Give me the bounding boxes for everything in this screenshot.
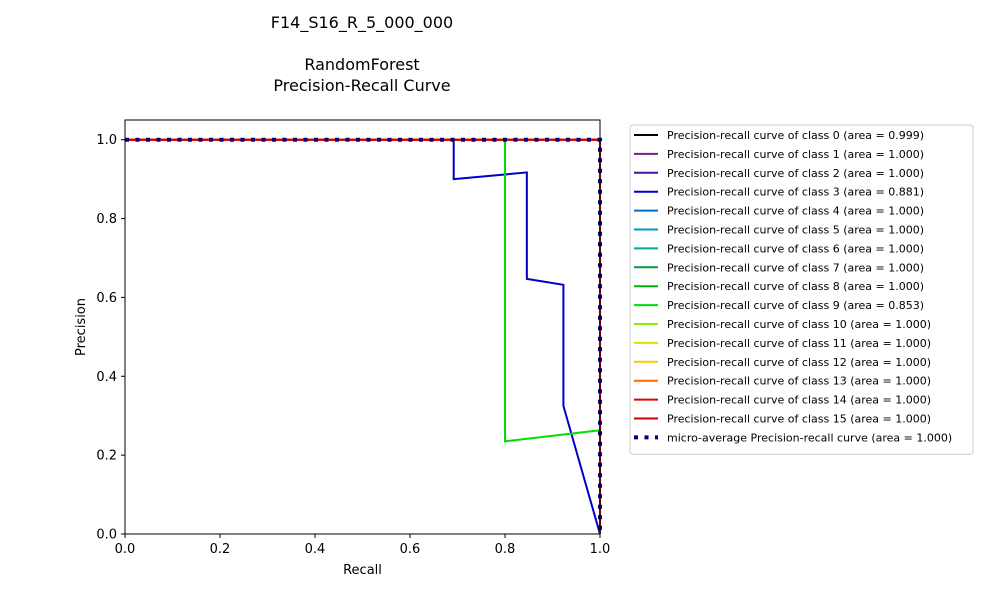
x-tick-label: 0.4 [305,542,326,557]
x-axis-label: Recall [343,563,382,578]
legend-label: Precision-recall curve of class 3 (area … [667,186,924,199]
legend-label: Precision-recall curve of class 14 (area… [667,394,931,407]
x-tick-label: 0.8 [495,542,516,557]
legend-box [629,124,974,455]
legend-label: Precision-recall curve of class 10 (area… [667,318,931,331]
title-line: F14_S16_R_5_000_000 [271,13,453,33]
legend-label: Precision-recall curve of class 11 (area… [667,337,931,350]
y-tick-label: 0.6 [96,291,117,306]
legend: Precision-recall curve of class 0 (area … [629,124,974,455]
y-axis-label: Precision [74,298,89,356]
axes-frame [124,119,601,535]
y-tick-label: 1.0 [96,133,117,148]
y-tick-label: 0.0 [96,528,117,543]
legend-label: Precision-recall curve of class 13 (area… [667,375,931,388]
legend-label: Precision-recall curve of class 0 (area … [667,129,924,142]
legend-label: Precision-recall curve of class 1 (area … [667,148,924,161]
legend-label: Precision-recall curve of class 7 (area … [667,261,924,274]
title-line: Precision-Recall Curve [273,76,450,95]
x-tick-label: 0.0 [115,542,136,557]
legend-label: Precision-recall curve of class 5 (area … [667,224,924,237]
y-tick-label: 0.2 [96,449,117,464]
title-line: RandomForest [304,55,419,74]
series-line-3 [125,138,601,535]
legend-label: micro-average Precision-recall curve (ar… [667,431,952,444]
legend-label: Precision-recall curve of class 12 (area… [667,356,931,369]
x-tick-label: 1.0 [590,542,611,557]
legend-label: Precision-recall curve of class 15 (area… [667,413,931,426]
x-tick-label: 0.6 [400,542,421,557]
y-tick-label: 0.8 [96,212,117,227]
y-tick-label: 0.4 [96,370,117,385]
legend-label: Precision-recall curve of class 9 (area … [667,299,924,312]
legend-label: Precision-recall curve of class 6 (area … [667,242,924,255]
chart-title: F14_S16_R_5_000_000 RandomForest Precision… [271,13,453,95]
legend-label: Precision-recall curve of class 4 (area … [667,205,924,218]
axes: 0.0 0.2 0.4 0.6 0.8 1.0 0.0 0.2 0.4 0.6 0.8 1.0 Reca… [74,119,611,578]
x-tick-label: 0.2 [210,542,231,557]
legend-label: Precision-recall curve of class 8 (area … [667,280,924,293]
legend-label: Precision-recall curve of class 2 (area … [667,167,924,180]
